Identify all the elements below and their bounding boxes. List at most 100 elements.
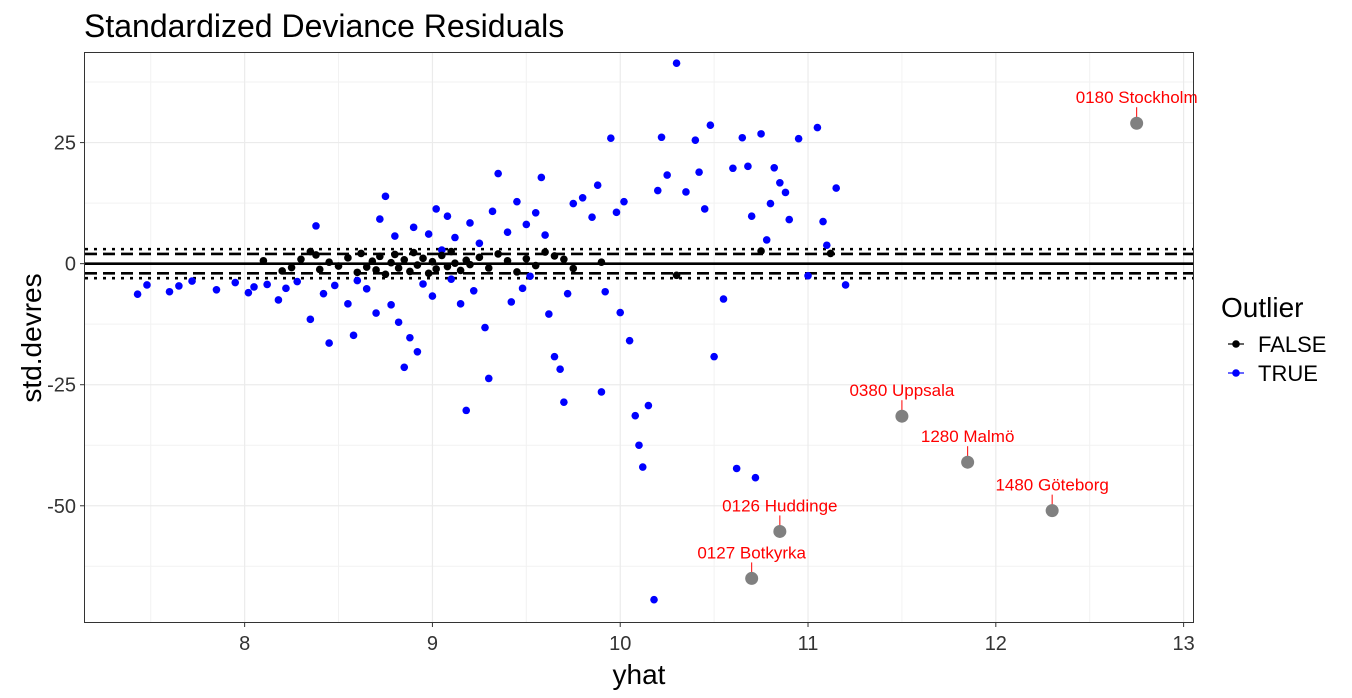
x-tick-label: 10 bbox=[609, 633, 631, 655]
point-false bbox=[287, 263, 296, 272]
point-false bbox=[419, 254, 427, 263]
point-true bbox=[362, 285, 371, 293]
point-false bbox=[484, 264, 493, 272]
point-true bbox=[451, 233, 459, 242]
outlier-point bbox=[895, 409, 909, 423]
outlier-annotations: 0180 Stockholm 0380 Uppsala 1280 Malmö 1480… bbox=[697, 88, 1198, 585]
point-true bbox=[813, 123, 822, 132]
point-true bbox=[644, 401, 653, 410]
point-true bbox=[344, 300, 352, 308]
point-true bbox=[744, 162, 752, 171]
point-true bbox=[841, 281, 850, 289]
outlier-point bbox=[1045, 504, 1059, 518]
point-true bbox=[819, 217, 827, 226]
point-true bbox=[631, 411, 640, 420]
point-true bbox=[747, 212, 756, 220]
point-false bbox=[513, 268, 521, 276]
point-true bbox=[263, 280, 271, 289]
reference-lines bbox=[85, 247, 1193, 280]
point-false bbox=[362, 263, 371, 271]
point-true bbox=[794, 134, 803, 143]
point-false bbox=[400, 255, 409, 264]
point-true bbox=[588, 213, 596, 221]
point-true bbox=[766, 199, 775, 208]
x-tick-label: 13 bbox=[1172, 633, 1194, 655]
point-false bbox=[306, 247, 315, 256]
point-false bbox=[413, 261, 422, 269]
point-true bbox=[428, 292, 437, 300]
legend-title: Outlier bbox=[1221, 292, 1303, 323]
point-true bbox=[657, 133, 666, 142]
point-true bbox=[494, 169, 502, 178]
point-false bbox=[757, 247, 765, 255]
chart-title: Standardized Deviance Residuals bbox=[84, 8, 564, 44]
point-false bbox=[456, 266, 465, 275]
point-true bbox=[822, 241, 831, 250]
point-true bbox=[612, 208, 621, 217]
point-true bbox=[762, 236, 771, 244]
point-true bbox=[419, 280, 427, 288]
point-false bbox=[438, 251, 446, 260]
point-true bbox=[306, 315, 315, 324]
point-true bbox=[672, 59, 681, 67]
point-false bbox=[522, 255, 531, 263]
point-true bbox=[424, 230, 433, 238]
legend-key-dot-true bbox=[1232, 369, 1240, 377]
point-true bbox=[319, 289, 328, 298]
point-false bbox=[826, 249, 835, 258]
outlier-point bbox=[1130, 116, 1144, 130]
x-tick-label: 8 bbox=[239, 633, 250, 655]
point-true bbox=[212, 286, 221, 294]
point-true bbox=[175, 282, 183, 290]
point-true bbox=[432, 205, 440, 213]
point-true bbox=[710, 352, 718, 361]
point-false bbox=[475, 253, 484, 262]
point-true bbox=[682, 188, 690, 196]
point-false bbox=[428, 257, 437, 266]
x-tick-label: 9 bbox=[427, 633, 438, 655]
point-true bbox=[526, 272, 534, 281]
point-true bbox=[601, 287, 609, 296]
point-true bbox=[330, 281, 339, 290]
outlier-point bbox=[961, 455, 975, 469]
point-true bbox=[507, 298, 516, 306]
plot-panel bbox=[84, 52, 1194, 623]
point-false bbox=[325, 258, 333, 266]
point-false bbox=[394, 264, 403, 272]
point-false bbox=[560, 255, 568, 264]
point-false bbox=[312, 251, 320, 259]
point-false bbox=[387, 258, 395, 267]
point-false bbox=[372, 266, 380, 274]
point-false bbox=[315, 265, 324, 274]
x-tick-label: 11 bbox=[798, 633, 819, 655]
point-true bbox=[804, 271, 812, 280]
point-true bbox=[293, 277, 302, 286]
point-true bbox=[785, 215, 794, 224]
point-true bbox=[443, 212, 452, 220]
point-false bbox=[381, 270, 390, 279]
outlier-point bbox=[745, 571, 759, 585]
point-false bbox=[334, 262, 343, 270]
point-true bbox=[481, 323, 489, 332]
x-axis-title: yhat bbox=[613, 659, 666, 690]
point-true bbox=[770, 163, 779, 172]
y-tick-label: 25 bbox=[54, 133, 76, 155]
point-true bbox=[469, 286, 478, 295]
y-axis-ticks: 25 0 -25 -50 bbox=[47, 133, 85, 518]
x-axis-ticks: 8 9 10 11 12 13 bbox=[239, 622, 1195, 655]
point-false bbox=[357, 249, 365, 258]
point-true bbox=[531, 209, 540, 217]
point-false bbox=[672, 271, 681, 280]
point-false bbox=[541, 248, 549, 256]
point-true bbox=[729, 164, 737, 173]
point-true bbox=[518, 284, 527, 293]
x-tick-label: 12 bbox=[985, 633, 1007, 655]
point-true bbox=[691, 136, 700, 144]
point-true bbox=[732, 464, 741, 473]
point-true bbox=[188, 277, 196, 285]
plot-border bbox=[84, 52, 1194, 623]
y-tick-label: 0 bbox=[65, 254, 76, 276]
point-true bbox=[488, 207, 497, 216]
point-true bbox=[231, 278, 240, 287]
